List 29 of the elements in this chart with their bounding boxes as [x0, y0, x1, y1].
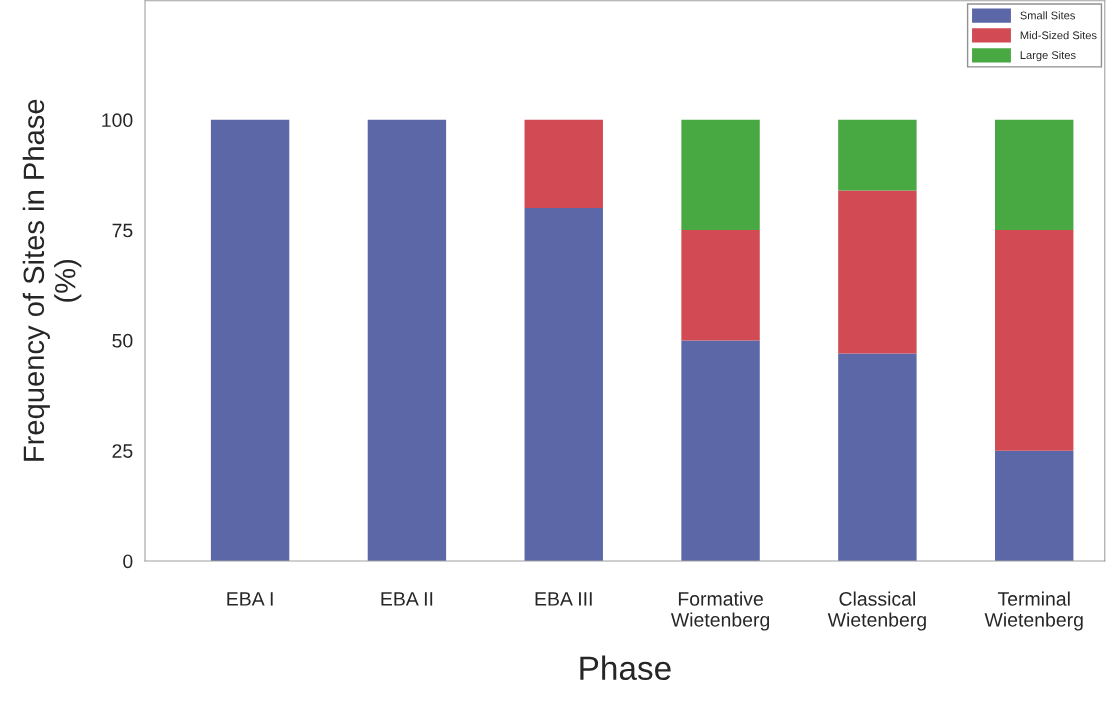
y-tick-label: 100	[102, 113, 133, 128]
bar	[681, 340, 760, 561]
bar	[524, 119, 603, 209]
bar	[681, 119, 760, 231]
legend-label: Small Sites	[1020, 11, 1075, 20]
bar	[524, 208, 603, 561]
bar	[210, 119, 290, 561]
x-tick-label: EBA I	[227, 592, 273, 606]
y-axis-title: Frequency of Sites in Phase (%)	[22, 99, 82, 461]
legend-label: Large Sites	[1020, 50, 1076, 62]
y-tick-label: 75	[112, 223, 133, 238]
x-axis-title: Phase	[580, 655, 671, 681]
y-tick-label: 50	[112, 333, 133, 348]
y-tick-label: 25	[112, 444, 133, 458]
bar	[681, 230, 760, 341]
bar	[995, 119, 1074, 231]
x-tick-label: EBA II	[381, 592, 433, 606]
bar	[838, 119, 917, 191]
bar	[838, 190, 917, 354]
bar	[995, 230, 1074, 451]
bar	[995, 450, 1074, 561]
x-tick-label: Classical Wietenberg	[827, 591, 926, 631]
y-tick-label: 0	[123, 554, 133, 569]
x-tick-label: EBA III	[535, 592, 592, 606]
bar	[367, 119, 447, 561]
legend-label: Mid-Sized Sites	[1020, 31, 1097, 40]
x-tick-label: Terminal Wietenberg	[984, 591, 1083, 631]
bar	[838, 353, 917, 561]
x-tick-label: Formative Wietenberg	[670, 591, 770, 631]
